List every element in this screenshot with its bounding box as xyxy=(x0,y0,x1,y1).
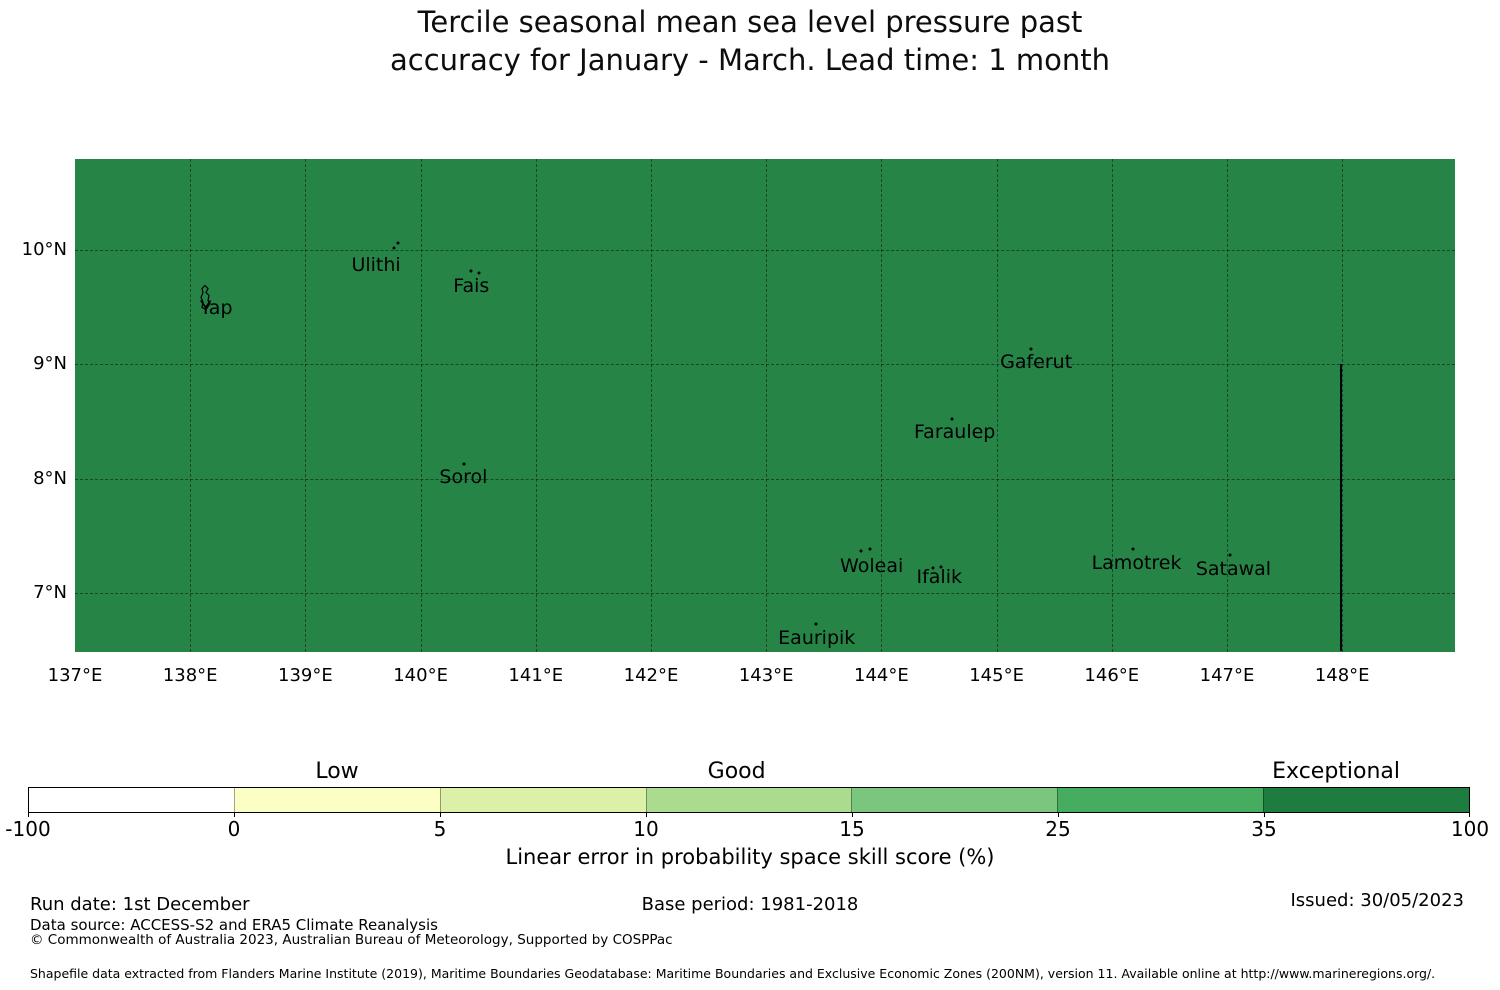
figure-title-line2: accuracy for January - March. Lead time:… xyxy=(389,43,1110,77)
y-axis-tick-8n: 8°N xyxy=(33,467,67,489)
island-dot xyxy=(950,417,954,421)
colorbar-segment-2 xyxy=(233,788,440,812)
colorbar-segment-6 xyxy=(1057,788,1264,812)
x-axis-tick-138e: 138°E xyxy=(162,665,218,686)
colorbar-tick-label: -100 xyxy=(5,817,51,841)
island-label-lamotrek: Lamotrek xyxy=(1091,552,1182,575)
y-axis-tick-10n: 10°N xyxy=(21,239,67,260)
island-dot xyxy=(1228,553,1232,557)
longitude-gridline xyxy=(535,159,537,652)
longitude-gridline xyxy=(996,159,998,652)
island-label-gaferut: Gaferut xyxy=(1000,351,1073,374)
longitude-gridline xyxy=(1111,159,1113,652)
colorbar-segment-7 xyxy=(1263,788,1470,812)
x-axis-tick-143e: 143°E xyxy=(738,665,794,686)
x-axis-tick-144e: 144°E xyxy=(854,665,909,686)
x-axis-tick-148e: 148°E xyxy=(1314,665,1370,686)
longitude-gridline xyxy=(651,159,652,652)
colorbar-segment-3 xyxy=(439,788,646,812)
figure-title-line1: Tercile seasonal mean sea level pressure… xyxy=(417,5,1083,39)
colorbar-category-low: Low xyxy=(315,759,359,784)
colorbar-tick-label: 100 xyxy=(1450,817,1490,841)
x-axis-tick-146e: 146°E xyxy=(1084,665,1140,686)
shapefile-note-text: Shapefile data extracted from Flanders M… xyxy=(30,966,1436,981)
island-label-faraulep: Faraulep xyxy=(913,421,996,444)
latitude-gridline xyxy=(75,478,1455,480)
island-dot xyxy=(868,547,872,551)
island-dot xyxy=(477,271,481,275)
colorbar-category-good: Good xyxy=(707,759,766,784)
x-axis-tick-137e: 137°E xyxy=(47,665,103,686)
colorbar-segment-1 xyxy=(29,788,234,812)
y-axis-tick-7n: 7°N xyxy=(33,581,67,603)
colorbar-tick-label: 25 xyxy=(1045,817,1071,841)
colorbar-segment-4 xyxy=(645,788,852,812)
island-dot xyxy=(1029,347,1033,351)
latitude-gridline xyxy=(75,364,1455,366)
run-date-text: Run date: 1st December xyxy=(30,894,250,915)
figure-title: Tercile seasonal mean sea level pressure… xyxy=(0,3,1500,79)
yap-island-svg xyxy=(200,284,211,311)
colorbar-tickmark xyxy=(1469,813,1470,817)
latitude-gridline xyxy=(75,250,1455,251)
colorbar-tickmark xyxy=(646,813,647,817)
island-label-satawal: Satawal xyxy=(1195,558,1272,581)
island-label-yap: Yap xyxy=(199,297,233,320)
colorbar-tick-label: 15 xyxy=(839,817,865,841)
x-axis-tick-140e: 140°E xyxy=(393,665,448,686)
colorbar-segment-5 xyxy=(851,788,1058,812)
eez-boundary-line xyxy=(1339,364,1342,652)
colorbar-tickmark xyxy=(1058,813,1059,817)
longitude-gridline xyxy=(1342,159,1344,652)
map-region: Yap Ulithi Fais Sorol Gaferut Faraulep Woleai I… xyxy=(75,159,1455,652)
colorbar-tick-label: 10 xyxy=(633,817,659,841)
longitude-gridline xyxy=(420,159,422,652)
yap-island-shape xyxy=(197,284,213,316)
longitude-gridline xyxy=(190,159,192,652)
island-dot xyxy=(931,566,935,570)
colorbar-axis-label: Linear error in probability space skill … xyxy=(505,845,995,869)
colorbar-tickmark xyxy=(28,813,29,817)
x-axis-tick-145e: 145°E xyxy=(969,665,1024,686)
island-dot xyxy=(859,549,863,553)
island-dot xyxy=(392,246,396,250)
colorbar-tickmark xyxy=(852,813,853,817)
longitude-gridline xyxy=(1227,159,1228,652)
island-dot xyxy=(469,269,473,273)
issued-date-text: Issued: 30/05/2023 xyxy=(1290,890,1464,911)
copyright-text: © Commonwealth of Australia 2023, Austra… xyxy=(30,932,673,948)
colorbar-tickmark xyxy=(1264,813,1265,817)
longitude-gridline xyxy=(305,159,307,652)
island-dot xyxy=(462,462,466,466)
island-dot xyxy=(396,241,400,245)
y-axis-tick-9n: 9°N xyxy=(33,353,67,375)
colorbar-tickmark xyxy=(234,813,235,817)
colorbar-tick-label: 5 xyxy=(433,817,447,841)
colorbar-tick-label: 0 xyxy=(227,817,241,841)
island-dot xyxy=(939,565,943,569)
island-label-woleai: Woleai xyxy=(840,554,904,577)
island-label-sorol: Sorol xyxy=(439,465,488,488)
latitude-gridline xyxy=(75,592,1455,594)
x-axis-tick-147e: 147°E xyxy=(1199,665,1255,686)
x-axis-tick-142e: 142°E xyxy=(623,665,679,686)
longitude-gridline xyxy=(881,159,883,652)
data-source-text: Data source: ACCESS-S2 and ERA5 Climate … xyxy=(30,916,438,934)
colorbar-tick-label: 35 xyxy=(1251,817,1277,841)
x-axis-tick-139e: 139°E xyxy=(278,665,333,686)
colorbar-category-exceptional: Exceptional xyxy=(1272,759,1401,784)
island-label-fais: Fais xyxy=(453,274,490,297)
island-dot xyxy=(1131,547,1135,551)
colorbar xyxy=(28,787,1470,813)
island-dot xyxy=(814,622,818,626)
island-label-ulithi: Ulithi xyxy=(351,253,401,276)
island-label-ifalik: Ifalik xyxy=(916,565,962,588)
base-period-text: Base period: 1981-2018 xyxy=(641,894,859,915)
colorbar-tickmark xyxy=(440,813,441,817)
longitude-gridline xyxy=(766,159,768,652)
x-axis-tick-141e: 141°E xyxy=(508,665,564,686)
island-label-eauripik: Eauripik xyxy=(778,626,856,649)
